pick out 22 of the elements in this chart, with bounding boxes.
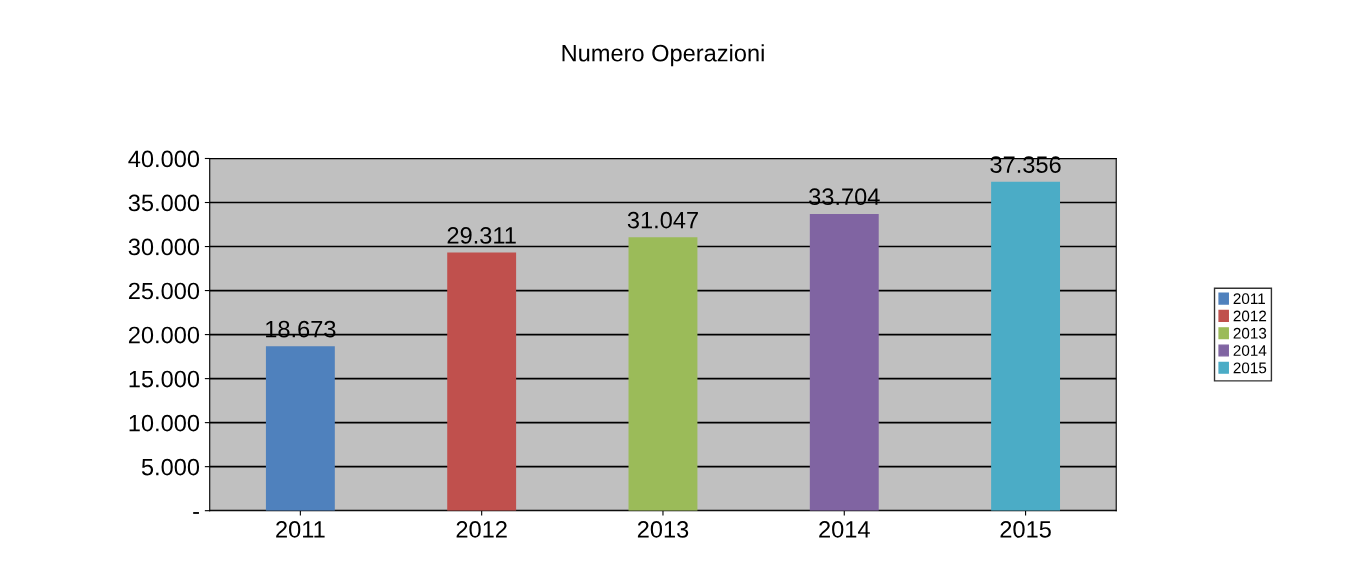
legend-label: 2013 xyxy=(1233,327,1267,339)
y-tick-label: 10.000 xyxy=(129,414,200,432)
y-tick-label: 5.000 xyxy=(141,458,200,476)
y-tick-label: 20.000 xyxy=(128,326,200,344)
legend-label: 2014 xyxy=(1233,345,1267,356)
y-tick-label: 25.000 xyxy=(128,282,200,300)
x-tick-label: 2014 xyxy=(819,521,870,538)
legend-label: 2015 xyxy=(1233,362,1267,374)
y-tick-label: 40.000 xyxy=(128,150,200,168)
x-tick-label: 2012 xyxy=(456,521,507,538)
chart-title: Numero Operazioni xyxy=(562,44,764,67)
data-label: 29.311 xyxy=(447,227,516,244)
y-tick-label: 35.000 xyxy=(128,194,200,212)
legend-label: 2011 xyxy=(1233,293,1265,305)
y-tick-label: 15.000 xyxy=(129,370,200,388)
x-tick-label: 2011 xyxy=(276,521,325,538)
x-tick-label: 2015 xyxy=(1000,521,1051,538)
y-tick-label: 30.000 xyxy=(128,238,200,256)
y-tick-label: - xyxy=(193,512,199,514)
legend-label: 2012 xyxy=(1233,310,1267,322)
x-tick-label: 2013 xyxy=(637,521,689,538)
data-label: 31.047 xyxy=(627,211,698,229)
